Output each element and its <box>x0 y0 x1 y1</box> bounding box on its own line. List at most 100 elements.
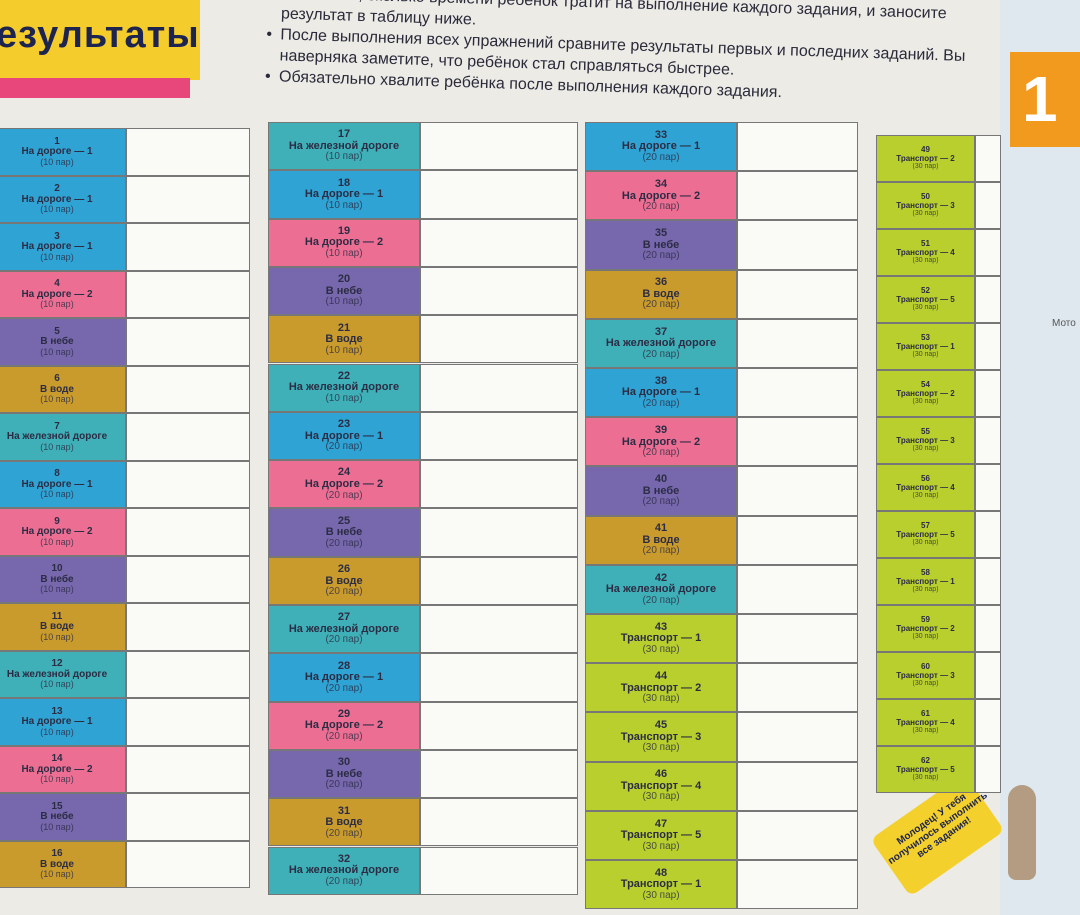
task-number: 22 <box>337 369 351 382</box>
task-name: На дороге — 1 <box>304 671 384 684</box>
result-cell <box>420 315 578 364</box>
task-name: На железной дороге <box>605 583 717 596</box>
task-cell: 25 В небе (20 пар) <box>268 508 420 557</box>
task-name: Транспорт — 5 <box>896 294 955 304</box>
task-cell: 58 Транспорт — 1 (30 пар) <box>876 558 975 605</box>
task-cell: 55 Транспорт — 3 (30 пар) <box>876 417 975 464</box>
task-name: На дороге — 2 <box>21 763 93 775</box>
task-name: На дороге — 2 <box>304 719 384 732</box>
task-cell: 44 Транспорт — 2 (30 пар) <box>585 663 737 713</box>
result-cell <box>126 365 250 413</box>
task-cell: 38 На дороге — 1 (20 пар) <box>585 368 737 418</box>
task-cell: 57 Транспорт — 5 (30 пар) <box>876 511 975 558</box>
task-number: 62 <box>921 756 930 766</box>
task-pairs: (10 пар) <box>40 346 74 357</box>
task-number: 55 <box>921 427 930 437</box>
task-pairs: (10 пар) <box>40 726 74 737</box>
right-background <box>1000 0 1080 915</box>
task-cell: 24 На дороге — 2 (20 пар) <box>268 460 420 509</box>
task-cell: 22 На железной дороге (10 пар) <box>268 363 420 412</box>
task-number: 41 <box>654 522 668 535</box>
result-cell <box>126 650 250 698</box>
task-pairs: (30 пар) <box>912 680 939 688</box>
result-cell <box>975 699 1001 746</box>
task-number: 57 <box>921 521 930 531</box>
task-name: Транспорт — 3 <box>620 730 702 743</box>
task-name: На дороге — 2 <box>304 236 384 249</box>
result-cell <box>737 368 858 418</box>
task-cell: 28 На дороге — 1 (20 пар) <box>268 653 420 702</box>
task-pairs: (10 пар) <box>40 299 74 310</box>
result-cell <box>126 840 250 888</box>
task-cell: 26 В воде (20 пар) <box>268 556 420 605</box>
result-cell <box>975 417 1001 464</box>
task-cell: 9 На дороге — 2 (10 пар) <box>0 508 126 556</box>
result-cell <box>737 860 858 910</box>
task-cell: 7 На железной дороге (10 пар) <box>0 413 126 461</box>
task-pairs: (20 пар) <box>642 496 680 508</box>
task-number: 60 <box>921 662 930 672</box>
result-cell <box>975 652 1001 699</box>
task-pairs: (10 пар) <box>325 199 363 211</box>
task-number: 50 <box>921 192 930 202</box>
task-name: В воде <box>325 816 363 829</box>
task-pairs: (20 пар) <box>642 201 680 213</box>
task-number: 2 <box>54 183 60 195</box>
task-number: 6 <box>54 373 60 385</box>
result-cell <box>737 614 858 664</box>
task-name: В воде <box>40 621 74 633</box>
task-name: На дороге — 1 <box>21 146 93 158</box>
result-cell <box>975 370 1001 417</box>
task-name: Транспорт — 4 <box>896 247 955 257</box>
result-cell <box>126 555 250 603</box>
result-cell <box>126 460 250 508</box>
task-name: На дороге — 1 <box>21 193 93 205</box>
task-name: На дороге — 2 <box>621 435 701 448</box>
result-cell <box>737 761 858 811</box>
task-cell: 12 На железной дороге (10 пар) <box>0 650 126 698</box>
task-number: 11 <box>51 610 63 622</box>
result-cell <box>126 745 250 793</box>
task-pairs: (10 пар) <box>40 394 74 405</box>
result-cell <box>420 363 578 412</box>
task-number: 53 <box>921 333 930 343</box>
result-cell <box>420 605 578 654</box>
task-cell: 4 На дороге — 2 (10 пар) <box>0 270 126 318</box>
task-name: На дороге — 1 <box>21 241 93 253</box>
task-number: 16 <box>51 848 63 860</box>
task-pairs: (10 пар) <box>325 344 363 356</box>
result-cell <box>420 846 578 895</box>
task-number: 35 <box>654 227 668 240</box>
result-cell <box>126 793 250 841</box>
task-name: На железной дороге <box>6 668 108 680</box>
task-cell: 1 На дороге — 1 (10 пар) <box>0 128 126 176</box>
task-pairs: (20 пар) <box>642 151 680 163</box>
task-number: 9 <box>54 515 60 527</box>
task-pairs: (10 пар) <box>40 774 74 785</box>
task-number: 54 <box>921 380 930 390</box>
task-number: 43 <box>654 620 668 633</box>
task-name: На железной дороге <box>288 864 400 877</box>
task-cell: 31 В воде (20 пар) <box>268 798 420 847</box>
task-pairs: (10 пар) <box>40 204 74 215</box>
task-pairs: (20 пар) <box>642 348 680 360</box>
task-name: В небе <box>40 573 74 585</box>
task-number: 34 <box>654 177 668 190</box>
task-name: В воде <box>40 858 74 870</box>
result-cell <box>737 663 858 713</box>
task-cell: 23 На дороге — 1 (20 пар) <box>268 411 420 461</box>
task-number: 12 <box>51 658 63 670</box>
task-cell: 34 На дороге — 2 (20 пар) <box>585 171 737 221</box>
result-cell <box>737 564 858 614</box>
result-cell <box>737 122 858 172</box>
task-pairs: (30 пар) <box>912 586 939 594</box>
task-cell: 20 В небе (10 пар) <box>268 266 420 316</box>
task-name: На дороге — 2 <box>21 526 93 538</box>
task-cell: 2 На дороге — 1 (10 пар) <box>0 175 126 223</box>
task-pairs: (10 пар) <box>325 296 363 308</box>
header-stripe <box>0 78 190 98</box>
result-cell <box>737 515 858 565</box>
task-name: В воде <box>642 533 680 546</box>
task-number: 36 <box>654 276 668 289</box>
task-cell: 27 На железной дороге (20 пар) <box>268 605 420 654</box>
